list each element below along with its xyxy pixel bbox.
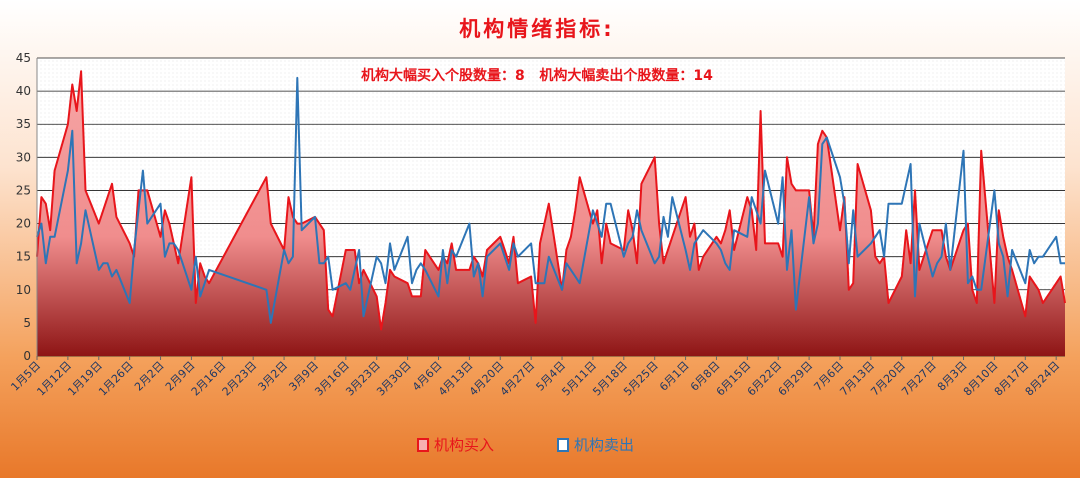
y-tick-label: 40 (16, 84, 31, 98)
area (37, 71, 1065, 356)
y-tick-label: 30 (16, 150, 31, 164)
y-tick-label: 10 (16, 283, 31, 297)
y-tick-label: 0 (23, 349, 31, 363)
y-tick-label: 15 (16, 250, 31, 264)
legend-label: 机构买入 (434, 436, 494, 454)
line (36, 76, 1065, 324)
y-tick-label: 35 (16, 117, 31, 131)
legend-swatch (557, 438, 569, 452)
legend: 机构买入 机构卖出 (417, 436, 634, 454)
legend-label: 机构卖出 (574, 436, 634, 454)
y-tick-label: 20 (16, 217, 31, 231)
series-layer (36, 70, 1066, 356)
chart-title: 机构情绪指标: (459, 17, 614, 41)
y-tick-label: 5 (23, 316, 31, 330)
y-tick-label: 45 (16, 51, 31, 65)
y-tick-label: 25 (16, 183, 31, 197)
annotation: 机构大幅买入个股数量：8 机构大幅卖出个股数量：14 (361, 67, 713, 84)
legend-swatch (417, 438, 429, 452)
